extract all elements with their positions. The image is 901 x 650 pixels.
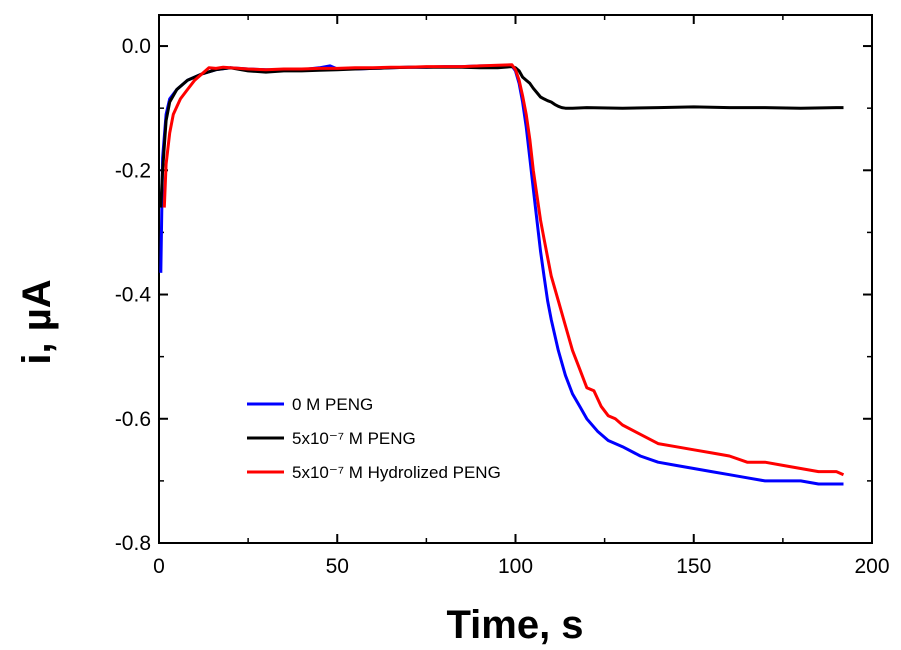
y-tick-label: -0.2 <box>115 159 151 182</box>
y-tick-label: 0.0 <box>122 35 151 58</box>
series-line-1 <box>159 64 844 486</box>
x-axis-title: Time, s <box>446 603 583 647</box>
series-line-2 <box>159 65 844 208</box>
legend-label-1: 0 M PENG <box>292 395 373 414</box>
x-tick-label: 50 <box>326 555 349 578</box>
axes-layer: 0 50 100 150 200 0.0 -0.2 -0.4 -0.6 -0.8 <box>115 14 890 578</box>
y-tick-label: -0.6 <box>115 408 151 431</box>
x-tick-label: 200 <box>854 555 889 578</box>
series-layer <box>159 63 845 486</box>
x-tick-label: 150 <box>676 555 711 578</box>
legend-label-3: 5x10⁻⁷ M Hydrolized PENG <box>292 463 501 482</box>
series-line-3 <box>162 63 845 477</box>
y-tick-label: -0.8 <box>115 532 151 555</box>
legend: 0 M PENG 5x10⁻⁷ M PENG 5x10⁻⁷ M Hydrolized… <box>247 395 501 482</box>
x-tick-label: 0 <box>153 555 165 578</box>
y-axis-title: i, µA <box>15 279 59 364</box>
plot-frame <box>158 14 873 544</box>
y-tick-label: -0.4 <box>115 284 152 307</box>
x-tick-label: 100 <box>498 555 533 578</box>
legend-label-2: 5x10⁻⁷ M PENG <box>292 429 416 448</box>
